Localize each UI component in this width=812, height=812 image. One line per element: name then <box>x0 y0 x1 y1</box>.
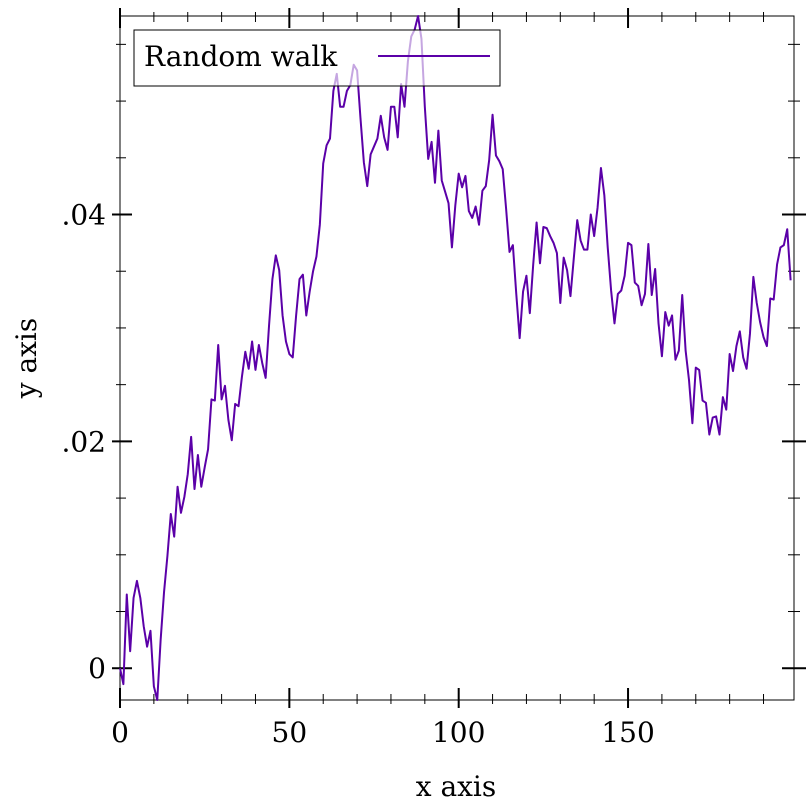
axis-tick-labels: 0 50 100 150 0 .02 .04 <box>61 199 654 749</box>
legend-box <box>133 29 501 87</box>
legend-label: Random walk <box>144 40 338 73</box>
x-tick-label: 100 <box>432 716 485 749</box>
y-tick-label: .04 <box>61 199 106 232</box>
axis-ticks <box>112 8 806 708</box>
y-tick-label: .02 <box>61 425 106 458</box>
y-axis-title: y axis <box>10 318 43 400</box>
y-tick-label: 0 <box>88 652 106 685</box>
x-axis-title: x axis <box>416 770 497 803</box>
legend: Random walk <box>133 29 501 87</box>
x-tick-label: 0 <box>111 716 129 749</box>
plot-frame <box>119 15 795 701</box>
x-tick-label: 50 <box>272 716 308 749</box>
x-tick-label: 150 <box>601 716 654 749</box>
random-walk-line <box>119 15 792 701</box>
